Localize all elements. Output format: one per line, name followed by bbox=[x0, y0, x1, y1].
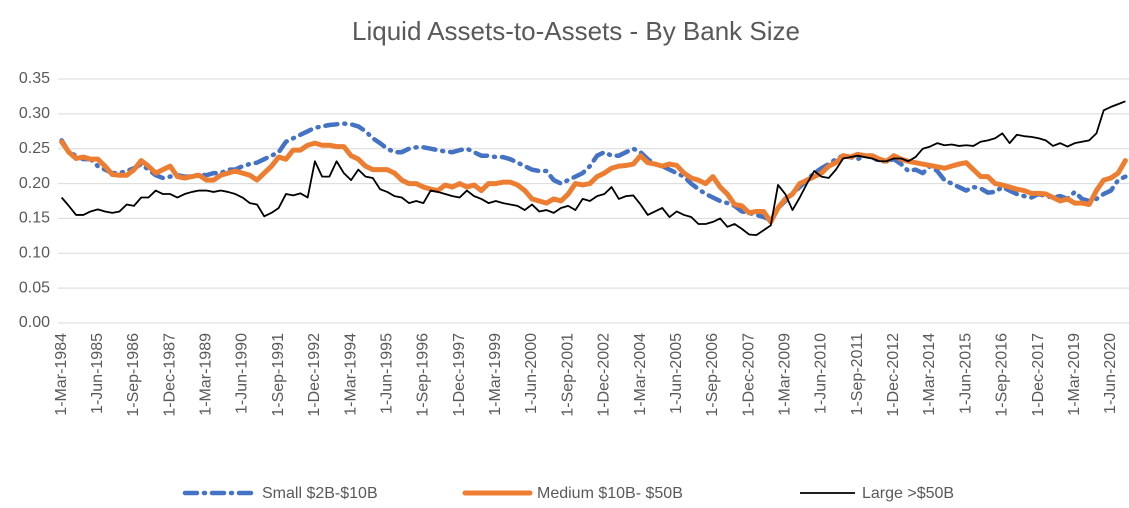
x-tick-label: 1-Jun-2005 bbox=[668, 333, 685, 414]
x-tick-label: 1-Jun-2020 bbox=[1102, 333, 1119, 414]
series-line bbox=[60, 100, 1126, 237]
y-tick-label: 0.10 bbox=[19, 245, 50, 262]
series-line bbox=[59, 139, 1128, 225]
x-tick-label: 1-Jun-1995 bbox=[378, 333, 395, 414]
x-tick-label: 1-Mar-2004 bbox=[632, 333, 649, 416]
x-tick-label: 1-Mar-1989 bbox=[198, 333, 215, 416]
x-tick-label: 1-Sep-2016 bbox=[994, 333, 1011, 417]
x-tick-label: 1-Dec-1987 bbox=[161, 333, 178, 417]
y-tick-label: 0.00 bbox=[19, 314, 50, 331]
x-tick-label: 1-Dec-2012 bbox=[885, 333, 902, 417]
x-tick-label: 1-Sep-1986 bbox=[125, 333, 142, 417]
x-tick-label: 1-Dec-2002 bbox=[596, 333, 613, 417]
x-tick-label: 1-Dec-1997 bbox=[451, 333, 468, 417]
series-line bbox=[59, 121, 1128, 223]
x-tick-label: 1-Jun-2000 bbox=[523, 333, 540, 414]
y-tick-label: 0.05 bbox=[19, 279, 50, 296]
x-tick-label: 1-Dec-2007 bbox=[740, 333, 757, 417]
x-tick-label: 1-Sep-2011 bbox=[849, 333, 866, 416]
y-tick-label: 0.20 bbox=[19, 175, 50, 192]
x-tick-label: 1-Sep-1991 bbox=[270, 333, 287, 417]
y-tick-label: 0.15 bbox=[19, 210, 50, 227]
x-tick-label: 1-Jun-2015 bbox=[957, 333, 974, 414]
legend-label: Small $2B-$10B bbox=[262, 485, 378, 502]
legend-label: Medium $10B- $50B bbox=[537, 485, 683, 502]
y-tick-label: 0.35 bbox=[19, 70, 50, 87]
x-tick-label: 1-Jun-1990 bbox=[234, 333, 251, 414]
x-tick-label: 1-Sep-2001 bbox=[559, 333, 576, 417]
x-tick-label: 1-Dec-2017 bbox=[1030, 333, 1047, 417]
x-tick-label: 1-Sep-2006 bbox=[704, 333, 721, 417]
y-tick-label: 0.25 bbox=[19, 140, 50, 157]
y-tick-label: 0.30 bbox=[19, 105, 50, 122]
x-tick-label: 1-Jun-2010 bbox=[813, 333, 830, 414]
legend-label: Large >$50B bbox=[862, 485, 954, 502]
x-tick-label: 1-Mar-1999 bbox=[487, 333, 504, 416]
chart-title: Liquid Assets-to-Assets - By Bank Size bbox=[352, 16, 800, 46]
x-tick-label: 1-Mar-2009 bbox=[776, 333, 793, 416]
x-tick-label: 1-Jun-1985 bbox=[89, 333, 106, 414]
x-tick-label: 1-Mar-1984 bbox=[53, 333, 70, 416]
x-tick-label: 1-Mar-1994 bbox=[342, 333, 359, 416]
x-tick-label: 1-Mar-2019 bbox=[1066, 333, 1083, 416]
x-tick-label: 1-Sep-1996 bbox=[415, 333, 432, 417]
x-tick-label: 1-Mar-2014 bbox=[921, 333, 938, 416]
x-tick-label: 1-Dec-1992 bbox=[306, 333, 323, 417]
